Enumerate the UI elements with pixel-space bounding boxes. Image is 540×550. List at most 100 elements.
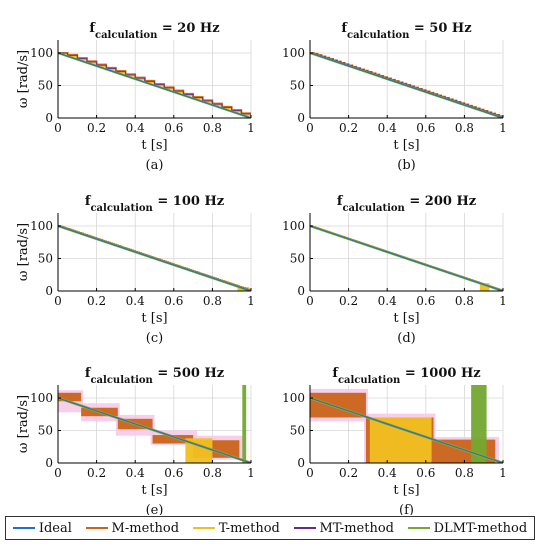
x-tick-label: 0.4 bbox=[378, 466, 397, 480]
ideal-line bbox=[310, 52, 503, 118]
x-tick-label: 0.2 bbox=[339, 294, 358, 308]
legend-label: MT-method bbox=[319, 520, 394, 536]
x-tick-label: 0.2 bbox=[87, 121, 106, 135]
ideal-line bbox=[58, 397, 251, 463]
panel-title: fcalculation = 500 Hz bbox=[85, 366, 224, 386]
y-tick-label: 0 bbox=[297, 284, 305, 298]
x-axis-label: t [s] bbox=[141, 311, 167, 326]
panel-label: (d) bbox=[397, 331, 415, 346]
x-axis-label: t [s] bbox=[141, 138, 167, 153]
x-tick-label: 0.8 bbox=[203, 294, 222, 308]
x-tick-label: 0.8 bbox=[455, 294, 474, 308]
panel-f: 0 0.2 0.4 0.6 0.8 1 0 50 100 fcalculation = 1000 … bbox=[282, 366, 507, 515]
plot-area bbox=[310, 385, 503, 463]
x-tick-label: 1 bbox=[499, 294, 507, 308]
legend-swatch bbox=[85, 527, 108, 529]
x-tick-label: 0.2 bbox=[339, 466, 358, 480]
x-tick-label: 0.2 bbox=[339, 121, 358, 135]
panel-label: (e) bbox=[146, 503, 164, 515]
x-tick-label: 0 bbox=[306, 294, 314, 308]
x-tick-label: 1 bbox=[247, 466, 255, 480]
x-axis-label: t [s] bbox=[393, 311, 419, 326]
legend-label: DLMT-method bbox=[433, 520, 528, 536]
legend-item-m-method: M-method bbox=[85, 521, 179, 536]
x-tick-label: 0.6 bbox=[164, 466, 183, 480]
plot-area bbox=[58, 385, 251, 463]
y-tick-label: 50 bbox=[290, 79, 305, 93]
x-tick-label: 0.2 bbox=[87, 466, 106, 480]
y-tick-label: 50 bbox=[38, 252, 53, 266]
x-tick-label: 0.4 bbox=[126, 466, 145, 480]
y-tick-label: 0 bbox=[297, 456, 305, 470]
x-tick-label: 0.6 bbox=[164, 294, 183, 308]
legend-label: Ideal bbox=[38, 520, 72, 536]
x-tick-label: 0.4 bbox=[378, 294, 397, 308]
y-tick-label: 100 bbox=[282, 46, 305, 60]
y-axis-label: ω [rad/s] bbox=[16, 50, 31, 108]
panel-label: (c) bbox=[146, 331, 163, 346]
ideal-line bbox=[58, 225, 251, 291]
plot-area bbox=[58, 224, 251, 291]
y-tick-label: 0 bbox=[297, 111, 305, 125]
dlmt-method-band bbox=[242, 385, 247, 463]
panel-title: fcalculation = 200 Hz bbox=[337, 194, 476, 214]
legend-item-dlmt-method: DLMT-method bbox=[407, 520, 528, 536]
y-tick-label: 0 bbox=[45, 284, 53, 298]
panel-b: 0 0.2 0.4 0.6 0.8 1 0 50 100 fcalculation = 50 Hz… bbox=[282, 21, 507, 173]
x-tick-label: 0.2 bbox=[87, 294, 106, 308]
plot-area bbox=[310, 51, 503, 118]
panel-e: 0 0.2 0.4 0.6 0.8 1 0 50 100 fcalculation = 500 H… bbox=[16, 366, 255, 515]
legend-swatch bbox=[293, 527, 316, 529]
y-tick-label: 100 bbox=[30, 46, 53, 60]
x-tick-label: 0.8 bbox=[455, 466, 474, 480]
legend-swatch bbox=[407, 527, 430, 529]
y-tick-label: 0 bbox=[45, 111, 53, 125]
x-tick-label: 0.4 bbox=[126, 294, 145, 308]
plot-area bbox=[310, 224, 503, 291]
x-tick-label: 0.8 bbox=[203, 121, 222, 135]
y-tick-label: 50 bbox=[38, 424, 53, 438]
x-tick-label: 0 bbox=[306, 466, 314, 480]
x-tick-label: 0 bbox=[306, 121, 314, 135]
x-axis-label: t [s] bbox=[141, 483, 167, 498]
y-tick-label: 100 bbox=[282, 219, 305, 233]
ideal-line bbox=[310, 225, 503, 291]
x-axis-label: t [s] bbox=[393, 483, 419, 498]
dlmt-method-band bbox=[471, 385, 487, 463]
legend-label: T-method bbox=[218, 520, 280, 536]
legend-item-t-method: T-method bbox=[192, 520, 280, 536]
legend-swatch bbox=[12, 527, 35, 529]
plot-area bbox=[58, 51, 251, 118]
x-tick-label: 0.4 bbox=[378, 121, 397, 135]
x-tick-label: 1 bbox=[247, 294, 255, 308]
x-tick-label: 0 bbox=[54, 121, 62, 135]
x-tick-label: 0.6 bbox=[164, 121, 183, 135]
y-tick-label: 0 bbox=[45, 456, 53, 470]
panel-d: 0 0.2 0.4 0.6 0.8 1 0 50 100 fcalculation = 200 H… bbox=[282, 194, 507, 346]
x-tick-label: 0.6 bbox=[416, 294, 435, 308]
panel-label: (f) bbox=[399, 503, 414, 515]
panel-label: (b) bbox=[397, 158, 415, 173]
x-tick-label: 1 bbox=[247, 121, 255, 135]
panel-title: fcalculation = 1000 Hz bbox=[332, 366, 480, 386]
x-tick-label: 0.8 bbox=[203, 466, 222, 480]
y-axis-label: ω [rad/s] bbox=[16, 223, 31, 281]
legend-swatch bbox=[192, 527, 215, 529]
y-tick-label: 100 bbox=[30, 391, 53, 405]
x-tick-label: 0.8 bbox=[455, 121, 474, 135]
x-tick-label: 0 bbox=[54, 294, 62, 308]
panel-title: fcalculation = 100 Hz bbox=[85, 194, 224, 214]
x-tick-label: 0 bbox=[54, 466, 62, 480]
m-method-band bbox=[58, 392, 82, 402]
x-tick-label: 0.6 bbox=[416, 121, 435, 135]
t-method-band bbox=[479, 283, 490, 291]
ideal-line bbox=[58, 52, 251, 118]
m-method-band bbox=[152, 435, 194, 444]
y-tick-label: 100 bbox=[282, 391, 305, 405]
y-tick-label: 50 bbox=[290, 424, 305, 438]
y-axis-label: ω [rad/s] bbox=[16, 395, 31, 453]
x-axis-label: t [s] bbox=[393, 138, 419, 153]
legend-item-ideal: Ideal bbox=[12, 520, 72, 536]
x-tick-label: 0.4 bbox=[126, 121, 145, 135]
